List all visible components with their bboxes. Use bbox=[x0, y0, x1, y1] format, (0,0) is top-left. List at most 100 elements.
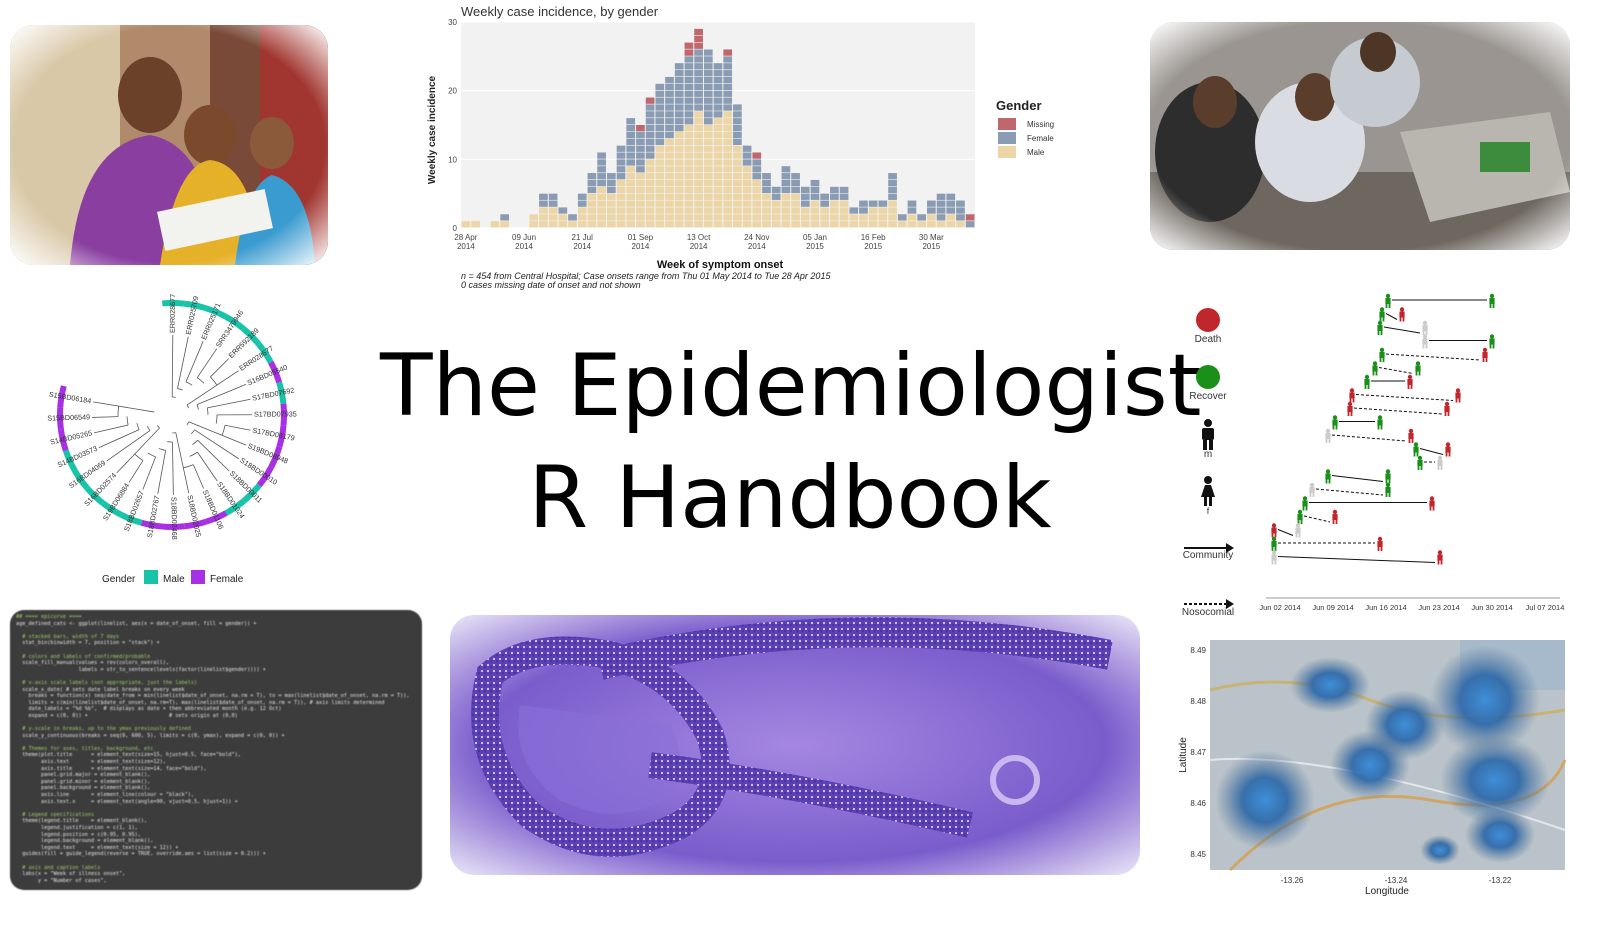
epicurve-bar-male bbox=[694, 186, 703, 194]
epicurve-bar-female bbox=[645, 131, 655, 139]
epicurve-bar-female bbox=[645, 104, 655, 111]
epicurve-bar-female bbox=[878, 200, 888, 207]
code-line: labs(x = "Week of illness onset", bbox=[16, 871, 126, 878]
epicurve-bar-female bbox=[684, 111, 694, 118]
epicurve-ytick-label: 20 bbox=[448, 87, 457, 96]
epicurve-bar-female bbox=[733, 125, 742, 132]
epicurve-bar-female bbox=[597, 166, 606, 173]
epicurve-bar-female bbox=[771, 186, 781, 194]
code-line: legend.background = element_blank(), bbox=[16, 838, 154, 845]
epicurve-bar-female bbox=[626, 159, 636, 166]
transmission-link bbox=[1331, 475, 1384, 482]
person-icon bbox=[1377, 415, 1383, 430]
epicurve-bar-female bbox=[936, 207, 946, 214]
epicurve-bar-female bbox=[888, 193, 897, 200]
person-icon bbox=[1385, 469, 1391, 484]
phylo-ring-segment bbox=[101, 500, 123, 518]
epicurve-bar-male bbox=[587, 200, 597, 207]
person-icon bbox=[1417, 455, 1423, 470]
phylo-arc bbox=[192, 439, 198, 446]
epicurve-bar-female bbox=[616, 159, 626, 166]
epicurve-bar-male bbox=[723, 207, 733, 214]
epicurve-bar-male bbox=[674, 145, 684, 152]
epicurve-bar-male bbox=[636, 221, 645, 228]
epicurve-bar-male bbox=[597, 221, 606, 228]
epicurve-bar-male bbox=[742, 166, 752, 173]
epicurve-bar-male bbox=[645, 193, 655, 200]
epicurve-bar-male bbox=[587, 193, 597, 200]
male-icon bbox=[1202, 419, 1214, 450]
phylo-branch bbox=[93, 424, 129, 434]
epicurve-bar-male bbox=[703, 138, 713, 145]
epicurve-bar-male bbox=[568, 221, 577, 228]
epicurve-bar-male bbox=[665, 138, 674, 145]
epicurve-bar-male bbox=[674, 173, 684, 180]
epicurve-bar-male bbox=[636, 179, 645, 187]
epicurve-bar-female bbox=[703, 118, 713, 125]
epicurve-bar-female bbox=[859, 200, 868, 207]
epicurve-bar-male bbox=[655, 193, 665, 200]
epicurve-bar-male bbox=[674, 152, 684, 159]
epicurve-bar-male bbox=[674, 221, 684, 228]
phylo-ring-segment bbox=[241, 326, 262, 347]
epicurve-bar-male bbox=[655, 145, 665, 152]
epicurve-bar-male bbox=[626, 186, 636, 194]
code-panel: ## ==== epicurve ==== age_defined_cats <-… bbox=[10, 610, 422, 890]
epicurve-bar-female bbox=[703, 76, 713, 84]
epicurve-bar-male bbox=[703, 179, 713, 187]
epicurve-bar-female bbox=[665, 90, 674, 97]
epicurve-bar-male bbox=[694, 125, 703, 132]
epicurve-bar-female bbox=[713, 97, 723, 104]
phylo-branch bbox=[185, 341, 204, 382]
epicurve-xtick-year: 2014 bbox=[690, 242, 708, 251]
epicurve-xtick-label: 05 Jan bbox=[803, 233, 827, 242]
code-line: guides(fill = guide_legend(reverse = TRU… bbox=[16, 851, 266, 858]
person-icon bbox=[1415, 361, 1421, 376]
epicurve-bar-male bbox=[771, 200, 781, 207]
legend-death-dot bbox=[1196, 308, 1220, 332]
epicurve-xlabel: Week of symptom onset bbox=[657, 259, 784, 271]
legend-nosocomial: Nosocomial bbox=[1182, 607, 1234, 618]
transmission-panel: Death Recover m f Community Nosocomial J… bbox=[1170, 290, 1570, 620]
epicurve-bar-female bbox=[733, 118, 742, 125]
phylo-arc bbox=[210, 376, 218, 386]
phylo-legend-male: Male bbox=[163, 574, 185, 585]
epicurve-bar-male bbox=[636, 214, 645, 221]
epicurve-bar-male bbox=[645, 200, 655, 207]
epicurve-bar-female bbox=[956, 200, 965, 207]
epicurve-bar-missing bbox=[645, 97, 655, 104]
epicurve-bar-female bbox=[907, 200, 917, 207]
epicurve-bar-female bbox=[674, 90, 684, 97]
epicurve-bar-female bbox=[810, 179, 820, 187]
epicurve-bar-male bbox=[742, 214, 752, 221]
code-line: axis.text = element_text(size=12), bbox=[16, 759, 166, 766]
epicurve-bar-female bbox=[723, 56, 733, 63]
phylo-tree-tip-labels: ERR028677 ERR025709ERR025171SRR3479946ERR… bbox=[47, 294, 297, 540]
phylo-tree-panel: ERR028677 ERR025709 ERR025171 SRR3479946 ERR… bbox=[30, 290, 320, 590]
phylo-arc bbox=[190, 429, 195, 435]
transmission-link bbox=[1419, 448, 1444, 455]
epicurve-bar-female bbox=[839, 193, 849, 200]
epicurve-bar-male bbox=[500, 221, 509, 228]
epicurve-bar-female bbox=[606, 179, 616, 187]
epicurve-bar-male bbox=[674, 179, 684, 187]
epicurve-bar-female bbox=[703, 97, 713, 104]
epicurve-bar-female bbox=[655, 90, 665, 97]
epicurve-bar-female bbox=[587, 186, 597, 194]
epicurve-bar-male bbox=[713, 186, 723, 194]
epicurve-bar-male bbox=[558, 221, 568, 228]
phylo-arc bbox=[206, 407, 209, 415]
handbook-title: The Epidemiologist R Handbook bbox=[380, 330, 1201, 554]
epicurve-bar-female bbox=[597, 179, 606, 187]
person-icon bbox=[1437, 550, 1443, 565]
phylo-legend-male-swatch bbox=[144, 570, 158, 584]
code-line: # x-axis scale labels (not appropriate, … bbox=[16, 679, 198, 686]
epicurve-bar-male bbox=[742, 179, 752, 187]
heatmap-ytick-label: 8.47 bbox=[1190, 748, 1206, 757]
epicurve-bar-male bbox=[917, 221, 927, 228]
phylo-branch bbox=[128, 460, 144, 483]
epicurve-bar-male bbox=[684, 207, 694, 214]
epicurve-bar-female bbox=[946, 200, 956, 207]
epicurve-bar-male bbox=[626, 173, 636, 180]
epicurve-bar-female bbox=[674, 111, 684, 118]
